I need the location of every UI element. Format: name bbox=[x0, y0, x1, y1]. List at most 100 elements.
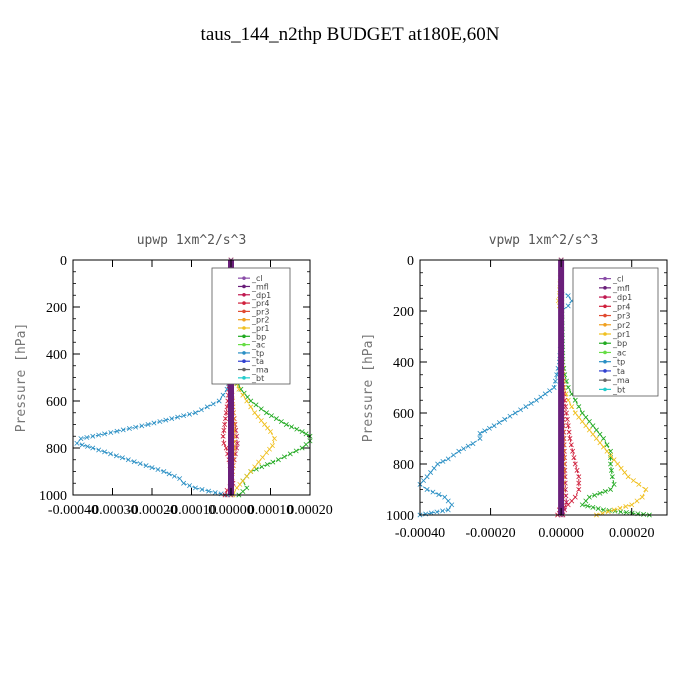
series-marker-tp bbox=[133, 424, 139, 430]
legend-label: _cl bbox=[251, 274, 263, 283]
series-marker-tp bbox=[551, 385, 557, 390]
series-marker-tp bbox=[431, 465, 437, 471]
legend-label: _tp bbox=[251, 349, 264, 358]
series-marker-tp bbox=[155, 467, 161, 473]
series-marker-bp bbox=[611, 481, 617, 487]
series-marker-tp bbox=[125, 457, 131, 463]
series-marker-tp bbox=[533, 397, 539, 403]
series-marker-tp bbox=[451, 452, 457, 458]
series-marker-bp bbox=[597, 490, 603, 496]
series-marker-pr4 bbox=[576, 487, 582, 492]
series-marker-tp bbox=[177, 476, 183, 482]
series-marker-bp bbox=[601, 507, 606, 513]
series-marker-bp bbox=[623, 509, 629, 515]
series-marker-pr1 bbox=[248, 404, 254, 410]
series-marker-tp bbox=[74, 440, 80, 446]
series-marker-pr1 bbox=[255, 414, 261, 420]
series-marker-tp bbox=[181, 480, 187, 486]
series-marker-tp bbox=[436, 492, 442, 498]
series-marker-bp bbox=[586, 419, 592, 424]
legend-marker bbox=[603, 350, 607, 355]
series-marker-bp bbox=[641, 511, 647, 517]
legend-label: _bt bbox=[251, 374, 264, 383]
series-marker-pr1 bbox=[569, 404, 575, 410]
legend-marker bbox=[242, 351, 246, 355]
series-marker-tp bbox=[445, 456, 451, 462]
series-marker-tp bbox=[206, 488, 212, 494]
series-marker-bp bbox=[583, 414, 589, 420]
legend-label: _ma bbox=[251, 366, 269, 375]
series-marker-bp bbox=[601, 436, 606, 441]
series-marker-dp1 bbox=[563, 499, 569, 505]
series-marker-tp bbox=[449, 502, 455, 508]
series-marker-pr4 bbox=[563, 410, 569, 416]
series-marker-tp bbox=[161, 469, 167, 474]
series-marker-tp bbox=[440, 508, 446, 514]
series-marker-tp bbox=[486, 425, 492, 431]
series-marker-bp bbox=[604, 442, 610, 448]
x-tick-label: 0.00000 bbox=[538, 526, 584, 541]
series-marker-tp bbox=[542, 391, 548, 397]
series-marker-tp bbox=[119, 455, 125, 461]
series-marker-bp bbox=[294, 426, 300, 432]
y-tick-label: 200 bbox=[393, 305, 414, 320]
series-marker-tp bbox=[204, 404, 210, 410]
series-marker-bp bbox=[303, 431, 309, 437]
series-marker-pr1 bbox=[260, 454, 266, 460]
series-marker-pr4 bbox=[565, 423, 571, 429]
series-marker-tp bbox=[440, 458, 446, 464]
series-marker-tp bbox=[131, 459, 137, 465]
x-tick-label: 0.00010 bbox=[248, 503, 294, 518]
y-tick-label: 600 bbox=[46, 395, 67, 410]
series-marker-bp bbox=[590, 423, 596, 429]
series-marker-bp bbox=[602, 488, 608, 494]
series-marker-pr1 bbox=[643, 487, 649, 492]
legend-marker bbox=[242, 301, 246, 305]
series-marker-tp bbox=[461, 446, 467, 452]
legend-label: _bt bbox=[612, 385, 625, 394]
series-marker-pr1 bbox=[636, 481, 642, 487]
series-marker-pr1 bbox=[590, 431, 596, 437]
series-marker-pr1 bbox=[593, 436, 599, 441]
series-marker-tp bbox=[78, 436, 84, 442]
series-marker-pr1 bbox=[563, 391, 569, 397]
legend-marker bbox=[242, 342, 246, 347]
series-line-tp bbox=[76, 260, 232, 496]
series-marker-tp bbox=[428, 510, 434, 516]
figure-title: taus_144_n2thp BUDGET at180E,60N bbox=[201, 24, 500, 45]
legend-marker bbox=[242, 276, 246, 280]
legend-label: _pr4 bbox=[251, 299, 269, 308]
series-marker-tp bbox=[491, 423, 497, 429]
series-marker-tp bbox=[90, 445, 96, 451]
series-marker-tp bbox=[137, 461, 143, 467]
x-tick-label: -0.00010 bbox=[166, 503, 216, 518]
series-marker-bp bbox=[240, 488, 246, 494]
series-marker-pr4 bbox=[221, 440, 227, 446]
legend-marker bbox=[603, 378, 607, 382]
legend-marker bbox=[242, 309, 246, 314]
series-marker-tp bbox=[496, 420, 502, 426]
series-marker-pr4 bbox=[571, 455, 577, 461]
series-marker-bp bbox=[253, 466, 259, 472]
series-marker-tp bbox=[212, 490, 218, 496]
y-tick-label: 1000 bbox=[39, 489, 67, 504]
series-marker-tp bbox=[518, 407, 524, 413]
legend-label: _tp bbox=[612, 358, 625, 367]
series-marker-pr4 bbox=[576, 474, 582, 480]
series-marker-tp bbox=[149, 465, 155, 471]
legend-marker bbox=[242, 359, 246, 364]
series-marker-bp bbox=[608, 487, 614, 492]
series-marker-tp bbox=[102, 449, 108, 455]
series-marker-tp bbox=[430, 489, 436, 495]
series-marker-tp bbox=[120, 427, 126, 433]
legend-marker bbox=[242, 317, 246, 322]
series-marker-bp bbox=[597, 431, 603, 437]
series-marker-bp bbox=[592, 492, 598, 498]
series-marker-bp bbox=[259, 464, 265, 470]
series-marker-pr1 bbox=[623, 504, 629, 509]
series-marker-tp bbox=[428, 470, 434, 475]
legend-label: _mfl bbox=[251, 282, 269, 291]
legend-marker bbox=[603, 387, 607, 392]
series-marker-pr1 bbox=[604, 448, 610, 454]
series-marker-bp bbox=[270, 459, 276, 465]
